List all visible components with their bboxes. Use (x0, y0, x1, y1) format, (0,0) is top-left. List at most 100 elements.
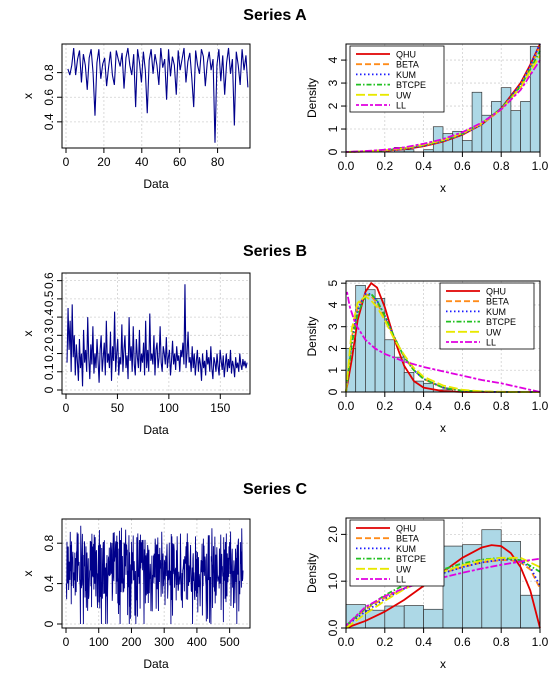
legend-entry-btcpe: BTCPE (486, 317, 516, 327)
y-tick-label: 0.8 (42, 535, 56, 552)
legend-entry-btcpe: BTCPE (396, 80, 426, 90)
y-axis-label: x (21, 571, 35, 577)
series-line (67, 47, 249, 143)
legend-box (349, 45, 445, 113)
y-tick-label: 0.1 (42, 363, 56, 380)
y-tick-label: 0.6 (42, 272, 56, 289)
x-tick-label: 0.0 (338, 159, 355, 173)
x-axis: 0 20 40 60 80 (63, 148, 225, 169)
y-tick-label: 0.6 (42, 89, 56, 106)
y-tick-label: 0.4 (42, 575, 56, 592)
chart-panel-B-hist: 0.0 0.2 0.4 0.6 0.8 1.0 0 1 2 3 4 5 x Density QHUBETAK… (305, 280, 549, 435)
x-tick-label: 0.2 (376, 635, 393, 649)
curve-ll (345, 557, 541, 627)
y-tick-label: 3 (326, 323, 340, 330)
plot-frame (345, 517, 541, 629)
histogram-bar (462, 140, 473, 153)
y-axis-label: x (21, 331, 35, 337)
histogram-bar (510, 110, 521, 153)
y-tick-label: 3 (326, 79, 340, 86)
histogram-bar (403, 372, 415, 393)
y-tick-label: 0.4 (42, 113, 56, 130)
y-axis: 0 0.10.20.3 0.40.50.6 (42, 272, 62, 393)
y-axis-label: Density (305, 316, 319, 356)
x-tick-label: 0 (63, 401, 70, 415)
chart-panel-C-ts: 0 100 200 300 400 500 0 0.4 0.8 Data x (21, 518, 251, 671)
curve-ll (346, 291, 541, 393)
x-tick-label: 0.4 (415, 159, 432, 173)
chart-panel-C-hist: 0.0 0.2 0.4 0.6 0.8 1.0 0.0 1.0 2.0 x Density QHUBE… (305, 517, 549, 671)
legend-entry-uw: UW (486, 327, 501, 337)
legend-entry-uw: UW (396, 90, 411, 100)
legend-box (349, 519, 445, 587)
x-tick-label: 0.2 (376, 159, 393, 173)
legend-box (439, 282, 535, 350)
x-tick-label: 500 (220, 635, 240, 649)
y-tick-label: 0 (42, 386, 56, 393)
y-tick-label: 0.2 (42, 345, 56, 362)
title-series-a: Series A (243, 7, 307, 24)
histogram-bar (442, 545, 463, 629)
legend-entry-ll: LL (396, 575, 406, 585)
x-axis: 0 50 100 150 (63, 394, 231, 415)
y-axis: 0.0 1.0 2.0 (326, 526, 346, 636)
legend-entry-uw: UW (396, 564, 411, 574)
x-axis-label: x (440, 181, 446, 195)
x-tick-label: 150 (210, 401, 230, 415)
legend-entry-qhu: QHU (396, 524, 416, 534)
series-line (65, 525, 244, 625)
chart-panel-B-ts: 0 50 100 150 0 0.10.20.3 0.40.50.6 Data x (21, 272, 251, 437)
y-axis-label: Density (305, 78, 319, 118)
x-tick-label: 0 (63, 635, 70, 649)
x-tick-label: 0.6 (454, 159, 471, 173)
legend-entry-ll: LL (486, 338, 496, 348)
legend-entry-ll: LL (396, 101, 406, 111)
y-axis: 0 1 2 3 4 5 (326, 280, 346, 395)
legend-entry-beta: BETA (486, 297, 509, 307)
curve-uw (345, 295, 540, 393)
histogram-bar (520, 101, 531, 153)
x-axis-label: Data (143, 657, 169, 671)
x-tick-label: 1.0 (532, 399, 549, 413)
x-tick-label: 0.0 (338, 399, 355, 413)
y-tick-label: 2 (326, 102, 340, 109)
y-tick-label: 1 (326, 367, 340, 374)
curve-ll (345, 59, 541, 153)
y-tick-label: 0 (326, 388, 340, 395)
x-axis-label: x (440, 421, 446, 435)
y-tick-label: 4 (326, 301, 340, 308)
series-line (66, 284, 248, 387)
x-tick-label: 0.0 (338, 635, 355, 649)
chart-panel-A-ts: 0 20 40 60 80 0.4 0.6 0.8 Data x (21, 43, 251, 191)
x-tick-label: 1.0 (532, 635, 549, 649)
y-axis: 0 1 2 3 4 (326, 56, 346, 155)
x-axis: 0 100 200 300 400 500 (63, 628, 240, 649)
curve-beta (345, 559, 541, 627)
legend-entry-qhu: QHU (396, 50, 416, 60)
plot-frame (345, 280, 541, 393)
gridlines (62, 273, 250, 394)
x-tick-label: 0.6 (454, 635, 471, 649)
y-axis-label: x (21, 93, 35, 99)
x-tick-label: 0.4 (415, 399, 432, 413)
curve-qhu (345, 544, 541, 629)
x-tick-label: 0 (63, 155, 70, 169)
x-axis-label: x (440, 657, 446, 671)
y-tick-label: 0.0 (326, 619, 340, 636)
legend-entry-qhu: QHU (486, 287, 506, 297)
y-tick-label: 0 (42, 620, 56, 627)
y-tick-label: 0.4 (42, 308, 56, 325)
y-tick-label: 0.5 (42, 290, 56, 307)
y-axis: 0.4 0.6 0.8 (42, 64, 62, 130)
legend-entry-btcpe: BTCPE (396, 554, 426, 564)
title-series-c: Series C (243, 481, 307, 498)
x-tick-label: 50 (111, 401, 125, 415)
x-tick-label: 0.8 (493, 635, 510, 649)
histogram-bar (384, 339, 395, 393)
x-tick-label: 400 (187, 635, 207, 649)
y-tick-label: 2.0 (326, 526, 340, 543)
plot-frame (61, 43, 251, 149)
x-tick-label: 0.8 (493, 399, 510, 413)
y-tick-label: 4 (326, 56, 340, 63)
